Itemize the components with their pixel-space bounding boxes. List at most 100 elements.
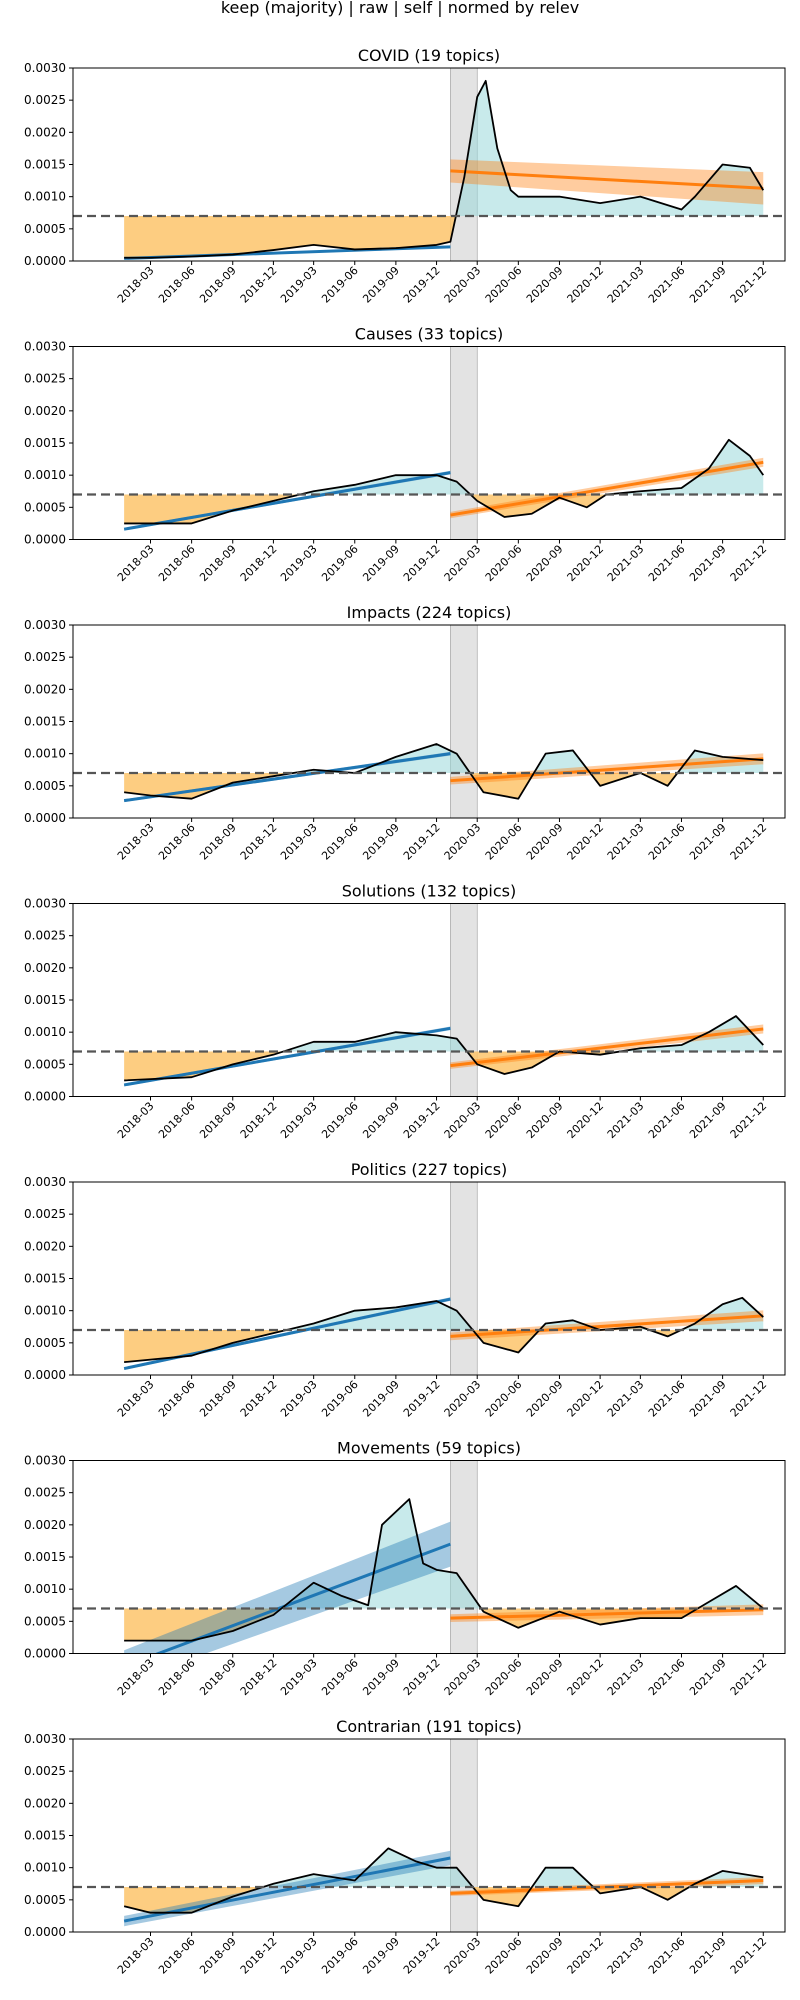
- y-tick-label: 0.0010: [24, 1025, 66, 1039]
- y-tick-label: 0.0025: [24, 929, 66, 943]
- x-tick-label: 2019-12: [401, 1656, 443, 1698]
- plot-area: [73, 346, 785, 540]
- x-tick-label: 2021-12: [728, 821, 770, 863]
- x-tick-label: 2018-06: [156, 1099, 198, 1141]
- x-tick-label: 2019-09: [360, 821, 402, 863]
- x-tick-label: 2020-09: [524, 1656, 566, 1698]
- x-tick-label: 2021-12: [728, 264, 770, 306]
- x-tick-label: 2018-12: [238, 821, 280, 863]
- y-tick-label: 0.0030: [24, 1175, 66, 1189]
- area-below-threshold: [124, 1329, 764, 1363]
- y-tick-label: 0.0025: [24, 372, 66, 386]
- pre-fit-line: [123, 471, 451, 531]
- y-tick-label: 0.0030: [24, 897, 66, 911]
- x-tick-label: 2018-03: [115, 1378, 157, 1420]
- x-tick-label: 2018-12: [238, 1378, 280, 1420]
- x-tick-label: 2019-09: [360, 1099, 402, 1141]
- x-tick-label: 2019-12: [401, 264, 443, 306]
- x-tick-label: 2020-09: [524, 1378, 566, 1420]
- x-tick-label: 2018-12: [238, 542, 280, 584]
- x-tick-label: 2020-06: [483, 542, 525, 584]
- x-tick-label: 2018-09: [197, 821, 239, 863]
- x-tick-label: 2020-03: [442, 264, 484, 306]
- x-tick-label: 2019-09: [360, 542, 402, 584]
- x-tick-label: 2018-06: [156, 264, 198, 306]
- x-tick-label: 2018-03: [115, 542, 157, 584]
- series-line: [123, 1847, 764, 1914]
- x-tick-label: 2021-06: [646, 1656, 688, 1698]
- x-tick-label: 2020-06: [483, 1378, 525, 1420]
- x-tick-label: 2018-03: [115, 821, 157, 863]
- x-tick-label: 2019-12: [401, 542, 443, 584]
- y-tick-label: 0.0025: [24, 93, 66, 107]
- area-above-threshold: [300, 439, 764, 495]
- area-below-threshold: [124, 494, 764, 524]
- y-tick-label: 0.0005: [24, 222, 66, 236]
- panels: COVID (19 topics) 0.0000 0.0005 0.0010 0.001…: [24, 46, 786, 1977]
- x-tick-label: 2020-06: [483, 1656, 525, 1698]
- panel-1: Causes (33 topics) 0.0000 0.0005 0.0010 0.00…: [24, 325, 786, 584]
- x-tick-label: 2021-09: [687, 1378, 729, 1420]
- x-tick-label: 2019-06: [319, 1656, 361, 1698]
- x-tick-label: 2021-03: [605, 821, 647, 863]
- x-tick-label: 2020-12: [565, 264, 607, 306]
- plot-area: [73, 903, 785, 1097]
- panel-title: Contrarian (191 topics): [336, 1717, 522, 1736]
- series-line: [124, 1296, 764, 1364]
- y-tick-label: 0.0015: [24, 158, 66, 172]
- x-tick-label: 2021-06: [646, 1378, 688, 1420]
- panel-title: Movements (59 topics): [337, 1439, 521, 1458]
- x-tick-label: 2020-12: [565, 1378, 607, 1420]
- plot-area: [73, 1739, 785, 1932]
- x-tick-label: 2019-03: [278, 542, 320, 584]
- x-tick-label: 2019-03: [278, 821, 320, 863]
- x-tick-label: 2021-12: [728, 1656, 770, 1698]
- x-tick-label: 2018-06: [156, 1378, 198, 1420]
- plot-area: [73, 625, 785, 818]
- x-tick-label: 2018-06: [156, 542, 198, 584]
- panel-title: COVID (19 topics): [358, 46, 500, 65]
- x-tick-label: 2021-09: [687, 1656, 729, 1698]
- y-tick-label: 0.0005: [24, 779, 66, 793]
- y-tick-label: 0.0010: [24, 468, 66, 482]
- x-tick-label: 2018-09: [197, 1935, 239, 1977]
- y-tick-label: 0.0030: [24, 61, 66, 75]
- post-fit-line: [450, 757, 764, 783]
- x-tick-label: 2019-03: [278, 1935, 320, 1977]
- x-tick-label: 2021-12: [728, 1378, 770, 1420]
- plot-area: [73, 1182, 785, 1375]
- y-tick-label: 0.0000: [24, 254, 66, 268]
- pre-fit-line: [154, 1542, 451, 1654]
- x-tick-label: 2020-06: [483, 1935, 525, 1977]
- x-tick-label: 2021-09: [687, 1935, 729, 1977]
- y-tick-label: 0.0015: [24, 436, 66, 450]
- x-tick-label: 2020-06: [483, 1099, 525, 1141]
- y-tick-label: 0.0000: [24, 1090, 66, 1104]
- y-tick-label: 0.0025: [24, 650, 66, 664]
- panel-6: Contrarian (191 topics) 0.0000 0.0005 0.001…: [24, 1717, 786, 1977]
- y-tick-label: 0.0015: [24, 1829, 66, 1843]
- x-tick-label: 2021-09: [687, 542, 729, 584]
- x-tick-label: 2019-12: [401, 821, 443, 863]
- x-tick-label: 2018-12: [238, 264, 280, 306]
- x-tick-label: 2018-03: [115, 1656, 157, 1698]
- y-tick-label: 0.0020: [24, 404, 66, 418]
- y-tick-label: 0.0020: [24, 961, 66, 975]
- x-tick-label: 2019-09: [360, 264, 402, 306]
- y-tick-label: 0.0025: [24, 1486, 66, 1500]
- x-tick-label: 2020-12: [565, 1656, 607, 1698]
- x-tick-label: 2020-12: [565, 1099, 607, 1141]
- x-tick-label: 2020-03: [442, 1099, 484, 1141]
- area-below-threshold: [124, 215, 764, 258]
- area-above-threshold: [281, 1499, 764, 1609]
- x-tick-label: 2020-09: [524, 1935, 566, 1977]
- x-tick-label: 2020-03: [442, 1935, 484, 1977]
- y-tick-label: 0.0020: [24, 1796, 66, 1810]
- x-tick-label: 2020-09: [524, 1099, 566, 1141]
- y-tick-label: 0.0005: [24, 1614, 66, 1628]
- x-tick-label: 2019-03: [278, 264, 320, 306]
- x-tick-label: 2018-12: [238, 1099, 280, 1141]
- x-tick-label: 2019-06: [319, 542, 361, 584]
- x-tick-label: 2019-09: [360, 1656, 402, 1698]
